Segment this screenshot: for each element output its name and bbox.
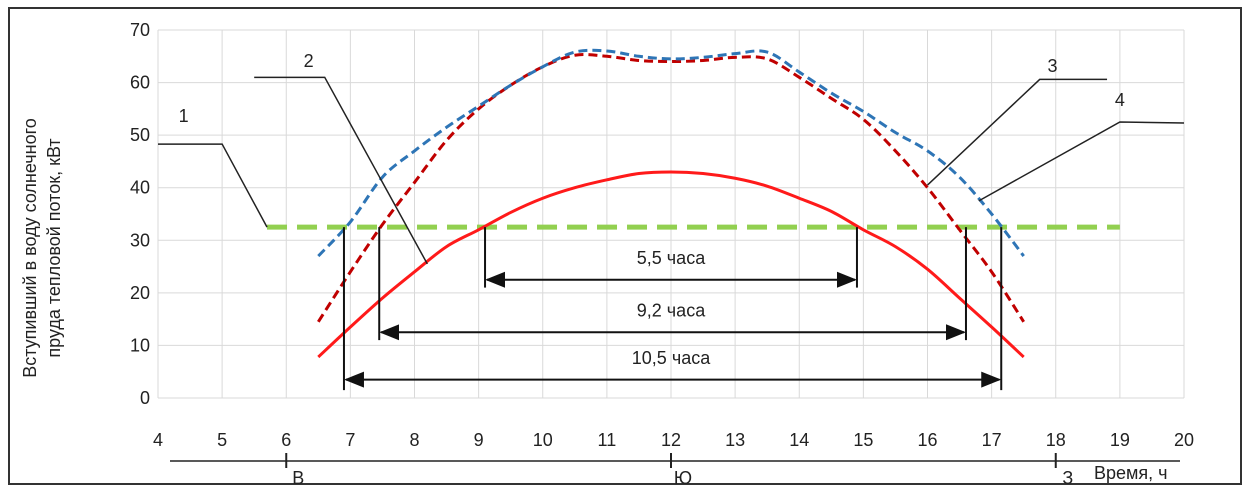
series-group [267, 48, 1120, 359]
x-tick-label: 11 [598, 430, 617, 450]
x-tick-label: 20 [1174, 430, 1194, 450]
x-tick-label: 13 [725, 430, 745, 450]
x-tick-label: 17 [982, 430, 1002, 450]
y-tick-label: 10 [130, 335, 150, 355]
grid [157, 29, 1185, 399]
x-tick-label: 4 [153, 430, 163, 450]
y-tick-label: 20 [130, 283, 150, 303]
series-4-leader [978, 121, 1185, 202]
x-tick-label: 16 [917, 430, 937, 450]
y-tick-label: 70 [130, 20, 150, 40]
series-2-leader [254, 76, 428, 265]
y-tick-label: 0 [140, 388, 150, 408]
duration-2-label: 10,5 часа [632, 348, 711, 368]
x-tick-label: 9 [474, 430, 484, 450]
y-tick-label: 40 [130, 178, 150, 198]
x-axis-label: Время, ч [1094, 463, 1168, 483]
x-tick-label: 7 [345, 430, 355, 450]
x-tick-label: 5 [217, 430, 227, 450]
duration-0-label: 5,5 часа [637, 248, 706, 268]
y-tick-label: 30 [130, 230, 150, 250]
x-tick-label: 19 [1110, 430, 1130, 450]
series-3-number: 3 [1048, 56, 1058, 76]
series-4-line [317, 48, 1025, 258]
series-1-number: 1 [179, 106, 189, 126]
annotations: 1 2 3 4 5,5 часа 9,2 часа 10,5 часа [158, 51, 1185, 391]
x-tick-label: 8 [409, 430, 419, 450]
y-axis-label-line-2: пруда тепловой поток, кВт [44, 138, 64, 357]
series-3-leader [926, 78, 1108, 186]
series-2-number: 2 [304, 51, 314, 71]
y-tick-label: 60 [130, 73, 150, 93]
x-tick-label: 14 [789, 430, 809, 450]
series-3-line [317, 53, 1025, 323]
x-tick-label: 6 [281, 430, 291, 450]
series-4-number: 4 [1115, 90, 1125, 110]
series-1-leader [158, 143, 268, 228]
x-tick-label: 15 [853, 430, 873, 450]
duration-1-label: 9,2 часа [637, 301, 706, 321]
y-axis-label: Вступивший в воду солнечного пруда тепло… [20, 118, 64, 378]
x-tick-label: 12 [661, 430, 681, 450]
x-tick-label: 10 [533, 430, 553, 450]
series-2-line [317, 170, 1025, 359]
y-tick-label: 50 [130, 125, 150, 145]
direction-label: В [292, 468, 304, 486]
direction-label: З [1062, 468, 1073, 486]
direction-label: Ю [674, 468, 692, 486]
outer-border [8, 7, 1242, 485]
y-axis-label-line-1: Вступивший в воду солнечного [20, 118, 40, 378]
x-tick-label: 18 [1046, 430, 1066, 450]
